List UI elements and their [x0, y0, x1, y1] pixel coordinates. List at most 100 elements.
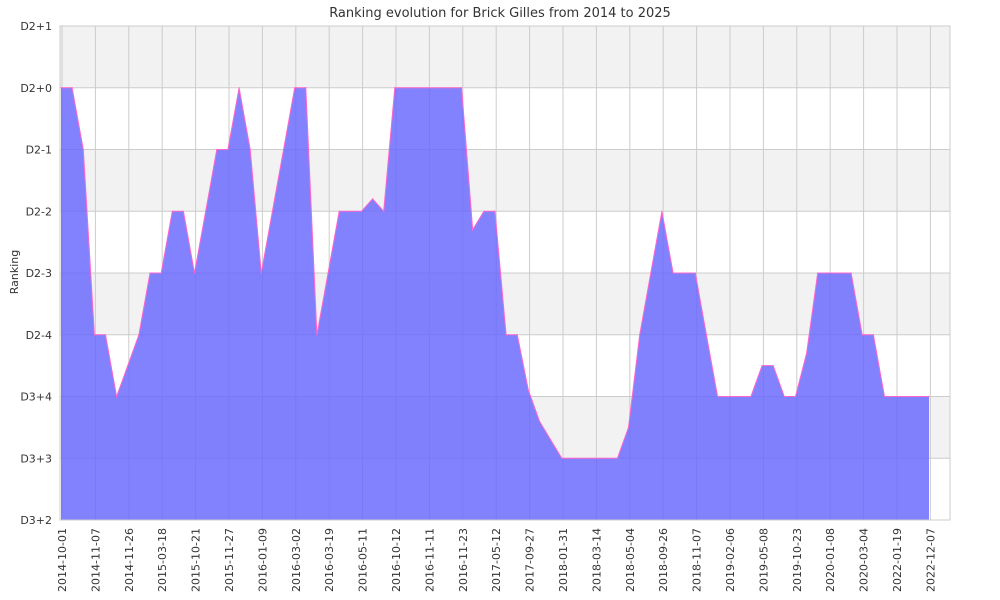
y-tick-label: D2+0: [20, 82, 52, 95]
data-point: [405, 87, 407, 89]
data-point: [283, 148, 285, 151]
x-tick-label: 2016-11-11: [423, 528, 436, 592]
data-point: [472, 229, 474, 231]
x-tick-label: 2022-01-19: [891, 528, 904, 592]
data-point: [305, 87, 307, 89]
data-point: [505, 334, 507, 336]
x-tick-label: 2015-10-21: [190, 528, 203, 592]
data-point: [171, 210, 173, 212]
data-point: [583, 457, 585, 459]
data-point: [806, 352, 808, 354]
data-point: [594, 457, 596, 459]
data-point: [683, 272, 685, 274]
x-tick-label: 2016-03-02: [290, 528, 303, 592]
data-point: [227, 148, 229, 151]
x-tick-label: 2018-09-26: [657, 528, 670, 592]
data-point: [372, 198, 374, 200]
y-tick-label: D2-3: [26, 267, 52, 280]
y-tick-label: D3+4: [20, 391, 52, 404]
data-point: [694, 272, 696, 274]
data-point: [616, 457, 619, 459]
data-point: [216, 148, 218, 151]
data-point: [605, 457, 607, 459]
data-point: [828, 272, 830, 274]
x-tick-label: 2016-11-23: [457, 528, 470, 592]
x-tick-labels: 2014-10-01 2014-11-07 2014-11-26 2015-03-18…: [56, 528, 937, 592]
data-point: [294, 87, 296, 89]
data-point: [416, 87, 418, 89]
data-point: [527, 389, 530, 391]
y-tick-label: D2+1: [20, 20, 52, 33]
area-series: [60, 87, 930, 521]
data-point: [772, 365, 774, 367]
y-tick-label: D2-4: [26, 329, 52, 342]
y-axis-label: Ranking: [8, 250, 21, 295]
x-tick-label: 2014-10-01: [56, 528, 69, 592]
y-tick-labels: D3+2 D3+3 D3+4 D2-4 D2-3 D2-2 D2-1 D2+0 D2+1: [20, 20, 52, 527]
data-point: [783, 395, 785, 398]
data-point: [438, 87, 440, 89]
x-tick-label: 2016-05-11: [357, 528, 370, 592]
data-point: [538, 420, 541, 422]
data-point: [82, 148, 84, 151]
data-point: [205, 210, 207, 212]
data-point: [817, 272, 819, 274]
data-point: [516, 334, 518, 336]
data-point: [494, 210, 496, 212]
data-point: [661, 210, 663, 212]
data-point: [906, 395, 908, 398]
x-tick-label: 2016-03-19: [323, 528, 336, 592]
data-point: [483, 210, 485, 212]
data-point: [917, 395, 919, 398]
x-tick-label: 2017-09-27: [524, 528, 537, 592]
data-point: [93, 334, 95, 336]
y-tick-label: D2-1: [26, 144, 52, 157]
data-point: [650, 272, 652, 274]
data-point: [271, 210, 273, 212]
x-tick-label: 2015-03-18: [156, 528, 169, 592]
x-tick-label: 2016-01-09: [256, 528, 269, 592]
x-tick-label: 2018-03-14: [590, 528, 603, 592]
data-point: [182, 210, 184, 212]
data-point: [739, 395, 741, 398]
y-tick-label: D3+3: [20, 452, 52, 465]
data-point: [639, 334, 641, 336]
x-tick-label: 2015-11-27: [223, 528, 236, 592]
data-point: [116, 395, 118, 398]
data-point: [249, 148, 251, 151]
data-point: [761, 365, 763, 367]
data-point: [127, 365, 129, 367]
y-tick-label: D2-2: [26, 205, 52, 218]
data-point: [71, 87, 73, 89]
data-point: [705, 334, 708, 336]
data-point: [461, 87, 463, 89]
data-point: [338, 210, 340, 212]
data-point: [861, 334, 863, 336]
data-point: [850, 272, 852, 274]
data-point: [360, 210, 363, 212]
data-point: [717, 395, 719, 398]
data-point: [627, 426, 630, 428]
data-point: [160, 272, 162, 274]
background-band: [60, 26, 950, 88]
x-tick-label: 2019-02-06: [724, 528, 737, 592]
data-point: [349, 210, 351, 212]
x-tick-label: 2022-12-07: [924, 528, 937, 592]
plot-border: [59, 25, 951, 521]
background-band: [60, 149, 950, 212]
x-tick-label: 2014-11-07: [89, 528, 102, 592]
data-point: [238, 87, 240, 89]
x-tick-label: 2019-10-23: [791, 528, 804, 592]
data-point: [383, 210, 385, 212]
data-point: [260, 272, 262, 274]
data-point: [750, 395, 752, 398]
data-point: [138, 334, 140, 336]
data-point: [449, 87, 452, 89]
x-tick-label: 2016-10-12: [390, 528, 403, 592]
data-point: [872, 334, 875, 336]
data-point: [572, 457, 574, 459]
data-point: [728, 395, 730, 398]
series-area: [61, 87, 929, 521]
data-point: [60, 87, 62, 89]
data-point: [427, 87, 429, 89]
